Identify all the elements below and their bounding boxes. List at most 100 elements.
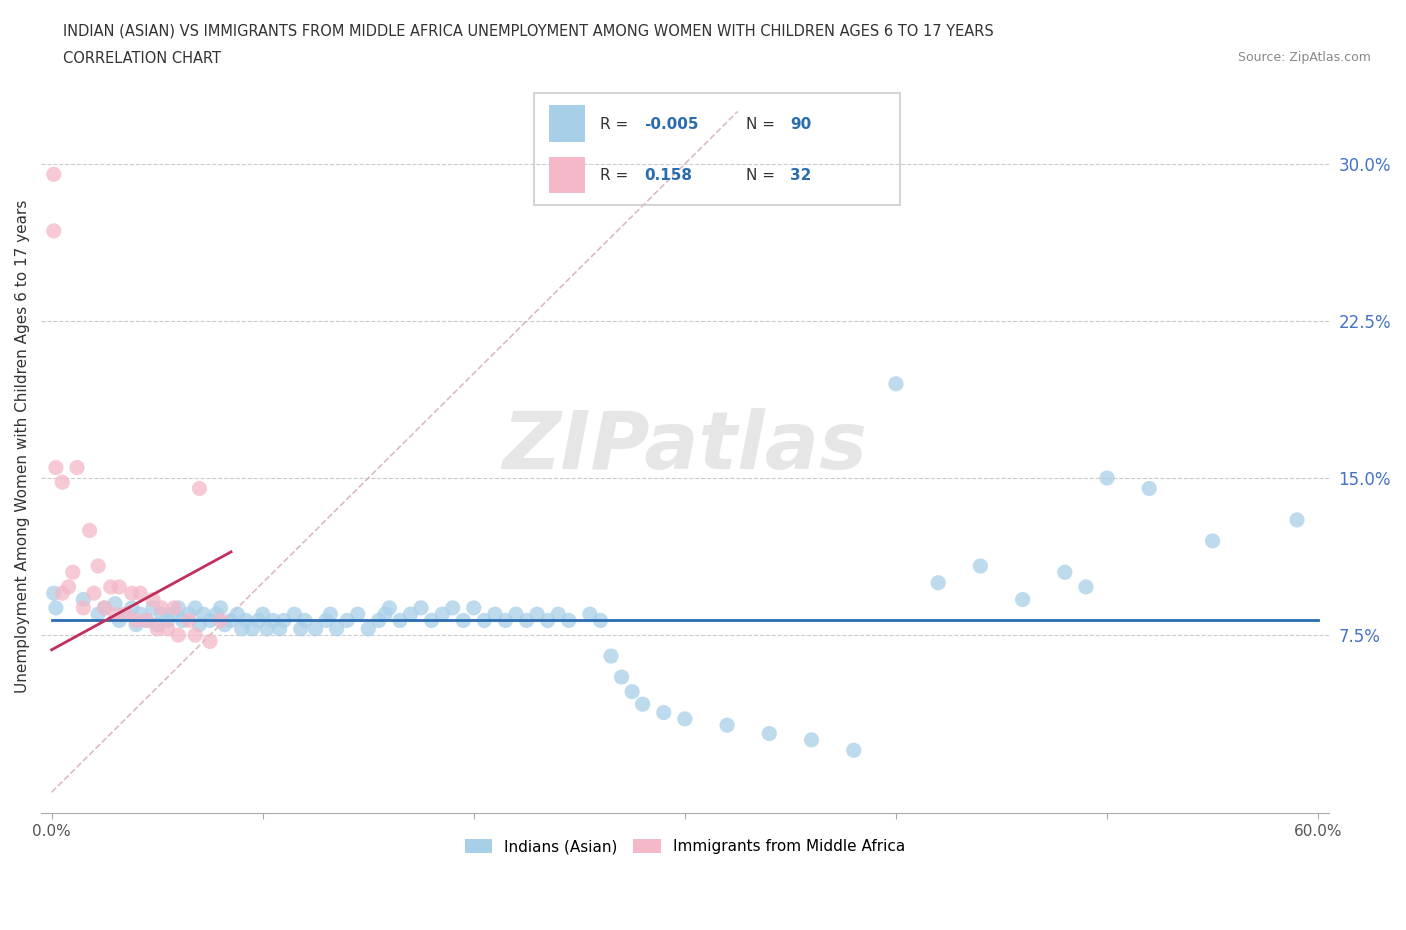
Point [1095,471,1118,485]
Point [129,586,152,601]
Point [516,613,538,628]
Point [800,733,823,748]
Point [927,576,949,591]
Point [1074,579,1097,594]
Point [600,648,623,663]
Text: R =: R = [600,167,638,182]
Point [315,613,337,628]
Point [114,606,136,621]
Text: 0.158: 0.158 [644,167,692,182]
Point [526,606,548,621]
Point [51,586,73,601]
Point [1137,481,1160,496]
Point [269,621,291,636]
Point [150,606,173,621]
Point [79,523,101,538]
Point [58,579,80,594]
Point [209,601,232,616]
Point [129,606,152,621]
Point [156,613,179,628]
Point [505,606,527,621]
Point [252,606,274,621]
Point [758,726,780,741]
Text: ZIPatlas: ZIPatlas [502,407,868,485]
Point [177,613,200,628]
Point [142,592,165,607]
Point [621,684,644,699]
Point [842,743,865,758]
Point [247,613,270,628]
Point [610,670,633,684]
Text: -0.005: -0.005 [644,117,699,132]
Point [188,481,211,496]
Point [42,166,65,181]
Text: N =: N = [747,167,780,182]
Point [256,621,278,636]
Point [121,601,143,616]
Point [188,618,211,632]
Point [45,601,67,616]
Point [451,613,474,628]
Point [51,475,73,490]
Point [537,613,560,628]
Point [652,705,675,720]
Point [135,613,157,628]
Point [150,601,173,616]
Point [336,613,359,628]
Point [484,606,506,621]
Point [184,628,207,643]
Point [146,621,169,636]
Point [93,601,115,616]
FancyBboxPatch shape [548,156,585,193]
Point [283,606,305,621]
Point [104,596,127,611]
Point [430,606,453,621]
Point [214,618,236,632]
Point [45,460,67,475]
Point [100,579,122,594]
Point [108,579,131,594]
Point [142,601,165,616]
Point [108,613,131,628]
Legend: Indians (Asian), Immigrants from Middle Africa: Indians (Asian), Immigrants from Middle … [458,833,911,860]
Point [235,613,257,628]
Point [240,621,263,636]
Point [420,613,443,628]
Point [374,606,396,621]
Text: 90: 90 [790,117,811,132]
Point [304,621,326,636]
Point [558,613,581,628]
Point [463,601,485,616]
Point [273,613,295,628]
Point [409,601,432,616]
Point [441,601,464,616]
Point [631,697,654,711]
Point [1285,512,1308,527]
Point [399,606,422,621]
Point [62,565,84,579]
Point [346,606,368,621]
Point [42,586,65,601]
Point [495,613,517,628]
Point [72,601,94,616]
Point [226,606,249,621]
Point [579,606,602,621]
Point [589,613,612,628]
Point [72,592,94,607]
Point [884,377,907,392]
Point [231,621,253,636]
Point [172,613,194,628]
FancyBboxPatch shape [548,105,585,142]
Point [198,613,221,628]
Point [1201,534,1223,549]
Point [163,601,186,616]
Point [205,606,228,621]
Point [367,613,389,628]
Point [156,621,179,636]
Point [325,621,347,636]
Point [177,606,200,621]
Point [167,601,190,616]
Point [167,628,190,643]
Point [66,460,89,475]
Point [125,618,148,632]
